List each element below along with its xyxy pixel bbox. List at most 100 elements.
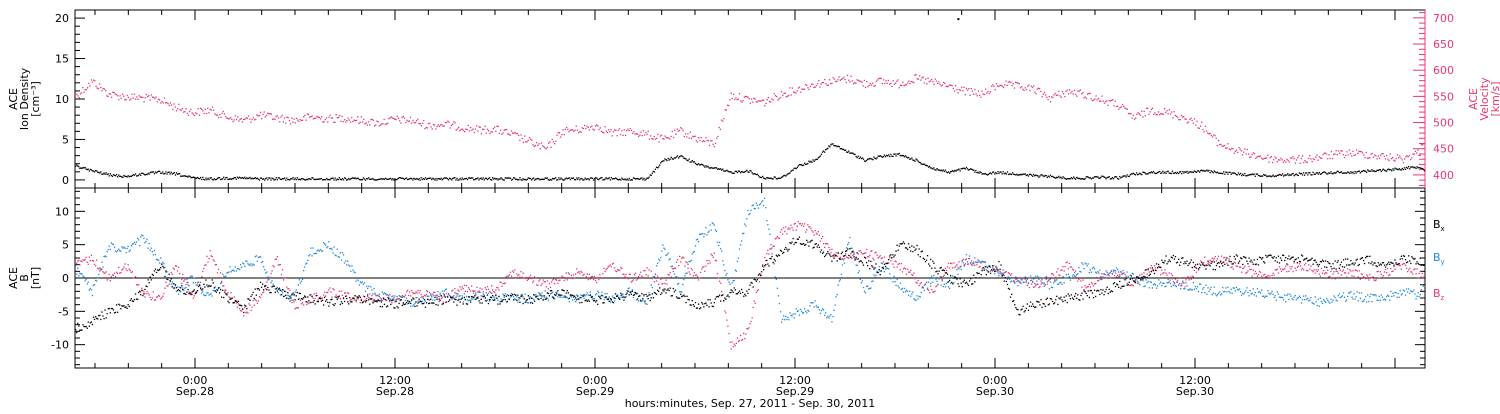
- velocity-point: [739, 93, 740, 94]
- bz-point: [505, 282, 506, 283]
- velocity-point: [1340, 150, 1341, 151]
- velocity-point: [1159, 114, 1160, 115]
- by-point: [362, 281, 363, 282]
- bz-point: [637, 278, 638, 279]
- velocity-point: [88, 83, 89, 84]
- by-point: [1091, 272, 1092, 273]
- density-point: [335, 178, 336, 179]
- bz-point: [942, 280, 943, 281]
- density-point: [694, 161, 695, 162]
- bz-point: [594, 276, 595, 277]
- velocity-point: [1350, 153, 1351, 154]
- velocity-point: [1087, 94, 1088, 95]
- density-point: [936, 168, 937, 169]
- density-point: [527, 179, 528, 180]
- by-point: [552, 292, 553, 293]
- density-point: [202, 177, 203, 178]
- bz-point: [217, 272, 218, 273]
- by-point: [672, 266, 673, 267]
- bz-point: [483, 291, 484, 292]
- velocity-point: [398, 118, 399, 119]
- velocity-point: [1023, 90, 1024, 91]
- density-point: [945, 170, 946, 171]
- velocity-point: [236, 119, 237, 120]
- bz-point: [173, 267, 174, 268]
- velocity-point: [402, 117, 403, 118]
- density-point: [492, 177, 493, 178]
- bz-point: [1141, 274, 1142, 275]
- bz-point: [1218, 256, 1219, 257]
- by-point: [333, 247, 334, 248]
- bz-point: [258, 300, 259, 301]
- velocity-point: [817, 83, 818, 84]
- velocity-point: [542, 145, 543, 146]
- by-point: [172, 281, 173, 282]
- bz-point: [1022, 278, 1023, 279]
- by-point: [777, 288, 778, 289]
- density-point: [1393, 170, 1394, 171]
- by-point: [963, 262, 964, 263]
- bz-point: [998, 275, 999, 276]
- bz-point: [1285, 265, 1286, 266]
- by-point: [402, 297, 403, 298]
- density-point: [1315, 174, 1316, 175]
- velocity-point: [1013, 83, 1014, 84]
- velocity-point: [1226, 147, 1227, 148]
- by-point: [106, 256, 107, 257]
- velocity-point: [944, 83, 945, 84]
- bz-point: [1166, 275, 1167, 276]
- bz-point: [766, 253, 767, 254]
- velocity-point: [707, 140, 708, 141]
- velocity-point: [1172, 117, 1173, 118]
- velocity-point: [1356, 149, 1357, 150]
- by-point: [703, 236, 704, 237]
- bz-point: [710, 262, 711, 263]
- bz-point: [1319, 274, 1320, 275]
- velocity-point: [456, 130, 457, 131]
- density-point: [204, 179, 205, 180]
- density-point: [978, 173, 979, 174]
- density-point: [1104, 177, 1105, 178]
- velocity-point: [1420, 155, 1421, 156]
- velocity-point: [512, 132, 513, 133]
- density-point: [362, 179, 363, 180]
- by-point: [698, 241, 699, 242]
- by-point: [965, 263, 966, 264]
- bz-point: [336, 294, 337, 295]
- by-point: [495, 294, 496, 295]
- velocity-point: [930, 80, 931, 81]
- by-point: [140, 236, 141, 237]
- velocity-point: [1035, 93, 1036, 94]
- velocity-point: [493, 128, 494, 129]
- by-point: [250, 263, 251, 264]
- bz-point: [1269, 275, 1270, 276]
- by-point: [841, 274, 842, 275]
- velocity-point: [783, 93, 784, 94]
- bz-point: [167, 285, 168, 286]
- density-point: [279, 177, 280, 178]
- velocity-point: [1423, 143, 1424, 144]
- density-point: [1039, 175, 1040, 176]
- bz-point: [1277, 269, 1278, 270]
- bz-point: [1262, 277, 1263, 278]
- density-point: [1401, 169, 1402, 170]
- by-point: [659, 260, 660, 261]
- bz-point: [812, 231, 813, 232]
- bz-point: [745, 333, 746, 334]
- velocity-point: [382, 123, 383, 124]
- by-point: [1019, 282, 1020, 283]
- density-point: [1126, 176, 1127, 177]
- density-point: [944, 171, 945, 172]
- by-point: [1073, 274, 1074, 275]
- by-point: [456, 295, 457, 296]
- velocity-point: [122, 94, 123, 95]
- velocity-point: [1142, 116, 1143, 117]
- velocity-point: [561, 134, 562, 135]
- velocity-point: [1212, 136, 1213, 137]
- bz-point: [407, 290, 408, 291]
- velocity-point: [732, 98, 733, 99]
- bz-point: [774, 246, 775, 247]
- velocity-point: [331, 117, 332, 118]
- velocity-point: [313, 118, 314, 119]
- bz-point: [662, 283, 663, 284]
